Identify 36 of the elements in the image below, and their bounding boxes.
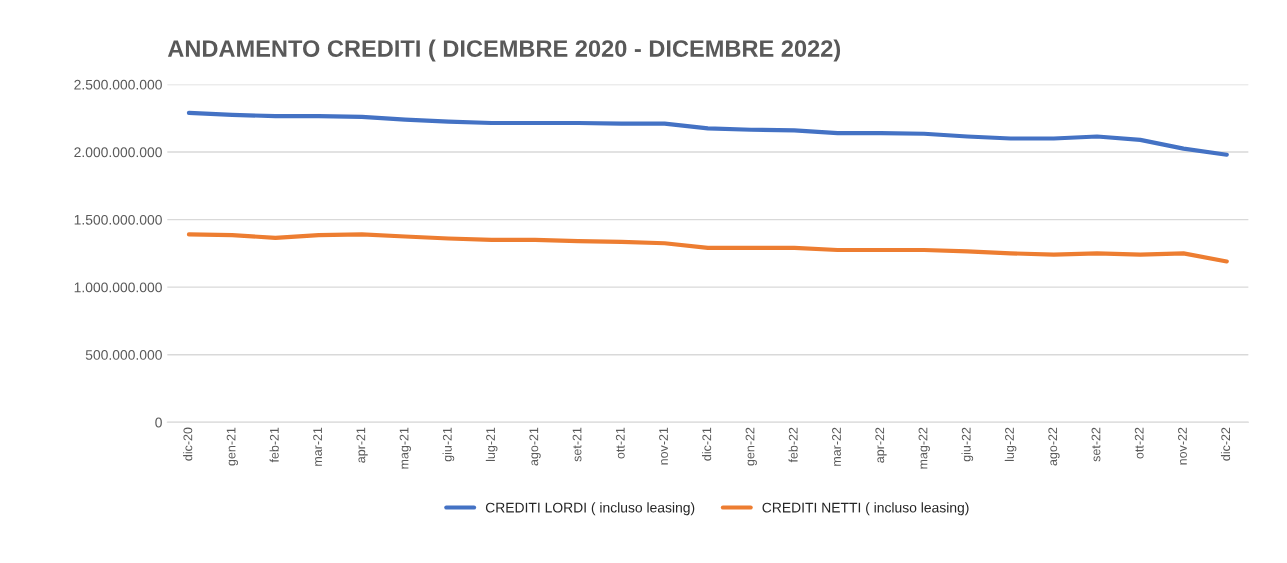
y-tick-label: 1.000.000.000 (74, 282, 162, 293)
x-tick-label: mag-22 (918, 427, 930, 469)
y-tick-label: 500.000.000 (85, 350, 162, 360)
legend-label: CREDITI LORDI ( incluso leasing) (485, 502, 695, 516)
x-tick-label: apr-22 (875, 427, 887, 463)
x-tick-label: giu-22 (961, 427, 974, 462)
x-tick-label: ago-21 (529, 427, 541, 466)
x-tick-label: gen-21 (226, 427, 238, 466)
x-tick-label: dic-20 (183, 427, 193, 461)
x-tick-label: dic-21 (702, 427, 712, 461)
x-tick-label: feb-22 (788, 427, 798, 463)
x-tick-label: dic-22 (1220, 427, 1231, 461)
x-tick-label: ott-22 (1134, 427, 1144, 459)
x-tick-label: ago-22 (1048, 427, 1060, 466)
x-tick-label: mag-21 (399, 427, 411, 469)
y-tick-label: 1.500.000.000 (74, 214, 162, 225)
x-tick-label: feb-21 (269, 427, 279, 463)
x-tick-label: ott-21 (615, 427, 625, 459)
x-tick-label: lug-22 (1004, 427, 1017, 462)
x-tick-label: apr-21 (356, 427, 368, 463)
line-series (186, 232, 1229, 264)
line-series (186, 110, 1229, 157)
x-tick-label: set-22 (1091, 427, 1101, 462)
legend-label: CREDITI NETTI ( incluso leasing) (762, 502, 969, 516)
x-tick-label: nov-21 (659, 427, 668, 465)
x-tick-label: giu-21 (442, 427, 455, 462)
y-tick-label: 2.000.000.000 (74, 147, 162, 158)
x-tick-label: lug-21 (485, 427, 498, 462)
x-tick-label: gen-22 (745, 427, 757, 466)
x-tick-label: nov-22 (1178, 427, 1187, 465)
x-tick-label: mar-21 (313, 427, 323, 466)
chart-title: ANDAMENTO CREDITI ( DICEMBRE 2020 - DICEMBRE 2022) (167, 39, 841, 62)
y-tick-label: 0 (155, 417, 162, 428)
x-tick-label: set-21 (572, 427, 582, 462)
x-tick-label: mar-22 (832, 427, 841, 466)
y-tick-label: 2.500.000.000 (74, 79, 162, 90)
